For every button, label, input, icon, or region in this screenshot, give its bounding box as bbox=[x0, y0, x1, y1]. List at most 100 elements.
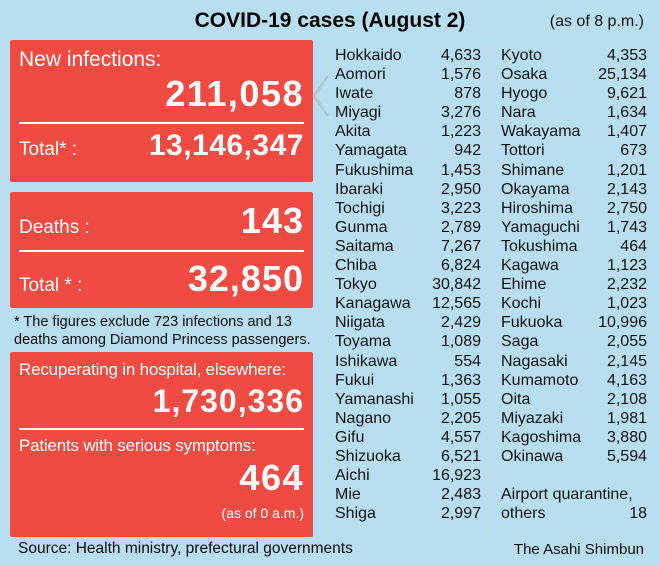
prefecture-list-right: Kyoto 4,353 Osaka 25,134 Hyogo 9,621 Nar… bbox=[501, 46, 647, 523]
prefecture-cases: 3,223 bbox=[440, 199, 481, 217]
prefecture-row: Tokushima 464 bbox=[501, 237, 647, 256]
summary-column: New infections: 211,058 Total* : 13,146,… bbox=[10, 40, 313, 537]
prefecture-cases: 2,232 bbox=[606, 276, 647, 294]
prefecture-cases: 10,996 bbox=[598, 314, 647, 332]
prefecture-cases: 1,743 bbox=[606, 218, 647, 236]
new-infections-panel: New infections: 211,058 Total* : 13,146,… bbox=[10, 40, 313, 182]
prefecture-row: Aomori 1,576 bbox=[335, 65, 481, 84]
prefecture-row: Okayama 2,143 bbox=[501, 180, 647, 199]
prefecture-name: Okinawa bbox=[501, 447, 564, 465]
prefecture-cases: 2,145 bbox=[606, 352, 647, 370]
prefecture-name: Miyazaki bbox=[501, 409, 564, 427]
prefecture-cases: 4,163 bbox=[606, 371, 647, 389]
prefecture-cases: 6,824 bbox=[440, 257, 481, 275]
diamond-princess-footnote: * The figures exclude 723 infections and… bbox=[14, 314, 311, 348]
prefecture-cases: 30,842 bbox=[432, 276, 481, 294]
prefecture-cases: 16,923 bbox=[432, 467, 481, 485]
prefecture-row: Tottori 673 bbox=[501, 141, 647, 160]
prefecture-cases: 4,353 bbox=[606, 47, 647, 64]
total-deaths-label: Total * : bbox=[19, 275, 83, 296]
prefecture-row: Yamanashi 1,055 bbox=[335, 390, 481, 409]
prefecture-name: Shizuoka bbox=[335, 447, 401, 465]
prefecture-name: Wakayama bbox=[501, 123, 581, 141]
prefecture-row: Osaka 25,134 bbox=[501, 65, 647, 84]
deaths-panel: Deaths : 143 Total * : 32,850 bbox=[10, 192, 313, 308]
prefecture-name: Shiga bbox=[335, 505, 376, 523]
prefecture-row: Hyogo 9,621 bbox=[501, 84, 647, 103]
prefecture-cases: 1,453 bbox=[440, 161, 481, 179]
prefecture-name: Osaka bbox=[501, 66, 548, 84]
prefecture-name: Kochi bbox=[501, 295, 542, 313]
prefecture-row: Mie 2,483 bbox=[335, 485, 481, 504]
prefecture-row: Kagoshima 3,880 bbox=[501, 428, 647, 447]
serious-symptoms-label: Patients with serious symptoms: bbox=[19, 436, 256, 455]
prefecture-row: Oita 2,108 bbox=[501, 390, 647, 409]
prefecture-row: Miyagi 3,276 bbox=[335, 103, 481, 122]
prefecture-cases: 1,089 bbox=[440, 333, 481, 351]
prefecture-name: Kagawa bbox=[501, 257, 559, 275]
prefecture-row: Kyoto 4,353 bbox=[501, 46, 647, 65]
prefecture-row: Kumamoto 4,163 bbox=[501, 371, 647, 390]
prefecture-row: Yamaguchi 1,743 bbox=[501, 218, 647, 237]
prefecture-cases: 1,634 bbox=[606, 104, 647, 122]
prefecture-row: Chiba 6,824 bbox=[335, 256, 481, 275]
prefecture-name: Saga bbox=[501, 333, 539, 351]
prefecture-row: Fukuoka 10,996 bbox=[501, 313, 647, 332]
prefecture-name: Yamaguchi bbox=[501, 218, 580, 236]
page-title: COVID-19 cases (August 2) bbox=[194, 9, 466, 32]
prefecture-cases: 12,565 bbox=[432, 295, 481, 313]
prefecture-name: Hokkaido bbox=[335, 47, 402, 64]
prefecture-cases: 6,521 bbox=[440, 447, 481, 465]
prefecture-name: Nara bbox=[501, 104, 536, 122]
prefecture-name: Kagoshima bbox=[501, 428, 582, 446]
prefecture-name: Fukui bbox=[335, 371, 375, 389]
airport-quarantine-value: 18 bbox=[629, 505, 647, 523]
prefecture-name: Fukuoka bbox=[501, 314, 563, 332]
prefecture-cases: 25,134 bbox=[598, 66, 647, 84]
prefecture-row: Nagano 2,205 bbox=[335, 409, 481, 428]
publisher-credit: The Asahi Shimbun bbox=[513, 541, 644, 558]
prefecture-cases: 3,276 bbox=[440, 104, 481, 122]
prefecture-row: Fukushima 1,453 bbox=[335, 161, 481, 180]
prefecture-name: Niigata bbox=[335, 314, 385, 332]
prefecture-cases: 7,267 bbox=[440, 237, 481, 255]
prefecture-name: Akita bbox=[335, 123, 371, 141]
prefecture-cases: 942 bbox=[454, 142, 481, 160]
airport-quarantine-entry: Airport quarantine, others 18 bbox=[501, 485, 647, 523]
prefecture-cases: 1,023 bbox=[606, 295, 647, 313]
prefecture-name: Shimane bbox=[501, 161, 565, 179]
prefecture-name: Gifu bbox=[335, 428, 365, 446]
panel-divider-line bbox=[19, 122, 304, 124]
new-infections-label: New infections: bbox=[19, 48, 162, 71]
prefecture-name: Tochigi bbox=[335, 199, 385, 217]
prefecture-row: Saga 2,055 bbox=[501, 332, 647, 351]
prefecture-row: Nara 1,634 bbox=[501, 103, 647, 122]
prefecture-name: Kyoto bbox=[501, 47, 542, 64]
prefecture-cases: 878 bbox=[454, 85, 481, 103]
prefecture-row: Toyama 1,089 bbox=[335, 332, 481, 351]
prefecture-row: Fukui 1,363 bbox=[335, 371, 481, 390]
prefecture-name: Toyama bbox=[335, 333, 392, 351]
prefecture-row: Gifu 4,557 bbox=[335, 428, 481, 447]
deaths-value: 143 bbox=[240, 200, 304, 241]
prefecture-cases: 2,429 bbox=[440, 314, 481, 332]
total-deaths-value: 32,850 bbox=[187, 258, 304, 299]
prefecture-row: Ehime 2,232 bbox=[501, 275, 647, 294]
prefecture-cases: 9,621 bbox=[606, 85, 647, 103]
prefecture-row: Akita 1,223 bbox=[335, 122, 481, 141]
prefecture-row: Ibaraki 2,950 bbox=[335, 180, 481, 199]
prefecture-row: Miyazaki 1,981 bbox=[501, 409, 647, 428]
prefecture-cases: 2,205 bbox=[440, 409, 481, 427]
prefecture-row: Shimane 1,201 bbox=[501, 161, 647, 180]
column-divider bbox=[329, 116, 331, 537]
chevron-left-icon[interactable] bbox=[311, 74, 331, 118]
prefecture-row: Tochigi 3,223 bbox=[335, 199, 481, 218]
prefecture-name: Kumamoto bbox=[501, 371, 579, 389]
airport-quarantine-label-line1: Airport quarantine, bbox=[501, 486, 633, 504]
prefecture-cases: 1,055 bbox=[440, 390, 481, 408]
prefecture-row: Yamagata 942 bbox=[335, 141, 481, 160]
prefecture-row: Kagawa 1,123 bbox=[501, 256, 647, 275]
prefecture-name: Kanagawa bbox=[335, 295, 411, 313]
prefecture-row: Niigata 2,429 bbox=[335, 313, 481, 332]
prefecture-cases: 1,363 bbox=[440, 371, 481, 389]
